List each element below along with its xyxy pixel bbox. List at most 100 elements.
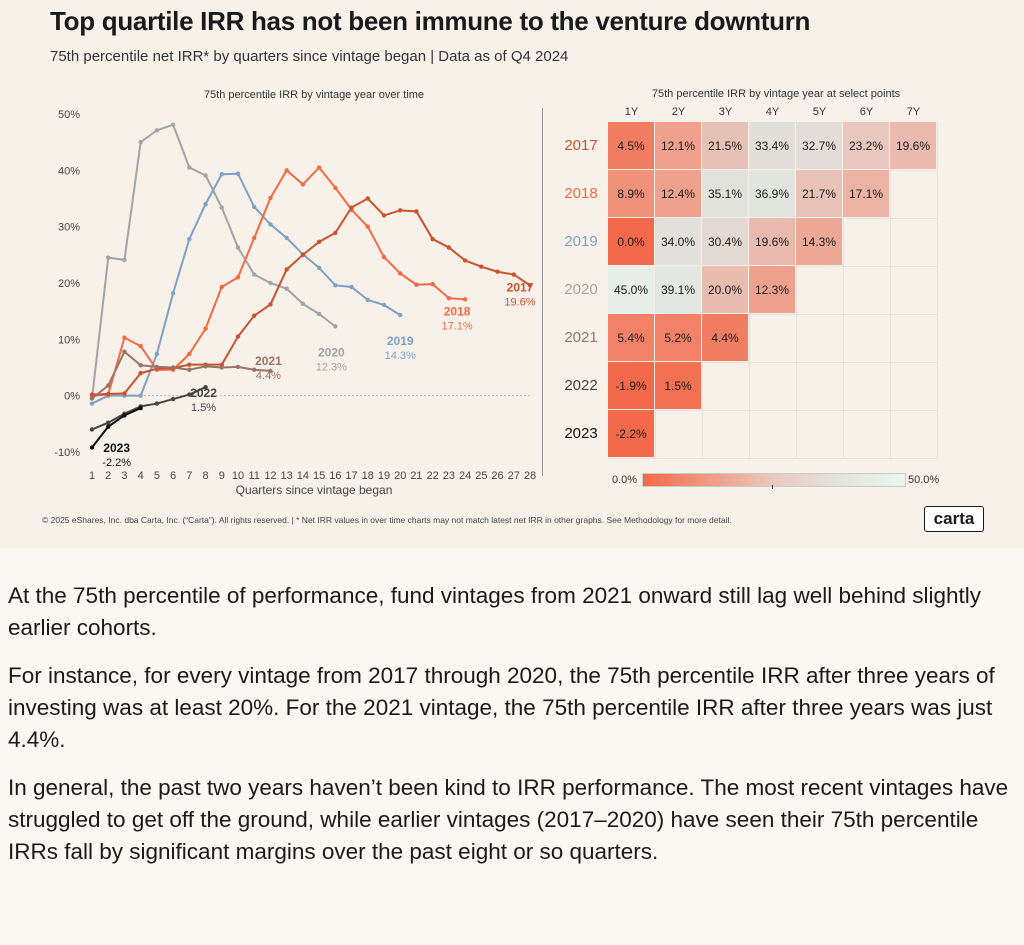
data-point-2018 [316, 165, 322, 170]
data-point-2018 [252, 235, 257, 241]
data-point-2020 [235, 245, 241, 250]
heatmap-column-header: 7Y [906, 106, 921, 118]
data-point-2019 [284, 235, 289, 241]
data-point-2022 [154, 401, 160, 406]
data-point-2021 [268, 368, 273, 374]
series-end-value-label: -2.2% [102, 457, 131, 469]
heatmap-cell: 21.5% [702, 122, 749, 170]
heatmap-cell: 5.4% [608, 314, 655, 362]
heatmap-column-header: 6Y [859, 106, 874, 118]
x-tick-label: 8 [202, 470, 208, 482]
x-tick-label: 2 [105, 470, 111, 482]
series-end-value-label: 4.4% [256, 370, 281, 382]
data-point-2021 [170, 365, 176, 370]
data-point-2023 [122, 413, 127, 418]
heatmap-cell: 12.1% [655, 122, 702, 170]
data-point-2021 [122, 349, 127, 354]
data-point-2018 [300, 182, 306, 187]
data-point-2019 [170, 290, 176, 296]
data-point-2018 [398, 271, 403, 276]
heatmap-cell: 45.0% [608, 266, 655, 314]
data-point-2018 [235, 275, 241, 280]
irr-line-chart: 75th percentile IRR by vintage year over… [54, 89, 536, 497]
data-point-2020 [252, 272, 257, 277]
data-point-2020 [284, 286, 289, 291]
series-name-label: 2022 [190, 386, 217, 400]
heatmap-column-header: 5Y [812, 106, 827, 118]
data-point-2017 [495, 269, 500, 274]
colorbar-min-label: 0.0% [612, 474, 638, 486]
heatmap-cell: 36.9% [749, 170, 796, 218]
x-tick-label: 26 [491, 470, 503, 482]
x-tick-label: 28 [524, 470, 536, 482]
data-point-2018 [219, 284, 224, 290]
carta-logo[interactable]: carta [924, 506, 984, 532]
data-point-2017 [527, 283, 533, 288]
data-point-2020 [154, 128, 160, 133]
heatmap-column-header: 4Y [765, 106, 780, 118]
x-tick-label: 16 [329, 470, 341, 482]
y-tick-label: 50% [58, 109, 80, 121]
data-point-2019 [138, 393, 143, 398]
data-point-2022 [187, 392, 192, 397]
data-point-2019 [349, 284, 354, 290]
y-tick-label: 40% [58, 165, 80, 177]
x-tick-label: 19 [378, 470, 390, 482]
series-line-2023 [91, 407, 142, 449]
figure-subtitle: 75th percentile net IRR* by quarters sin… [50, 48, 569, 65]
series-line-2021 [91, 350, 271, 400]
series-layer [89, 122, 533, 450]
data-point-2021 [138, 363, 143, 368]
series-end-value-label: 17.1% [442, 320, 473, 332]
data-point-2018 [203, 326, 208, 331]
heatmap-cell: 17.1% [843, 170, 890, 218]
heatmap-gridline [843, 122, 844, 458]
heatmap-row-label: 2022 [564, 377, 598, 394]
data-point-2020 [268, 280, 273, 286]
figure-panel: Top quartile IRR has not been immune to … [42, 6, 996, 532]
irr-heatmap: 75th percentile IRR by vintage year at s… [556, 80, 996, 500]
series-name-label: 2023 [103, 441, 130, 455]
data-point-2017 [381, 213, 387, 218]
paragraph: In general, the past two years haven’t b… [8, 775, 1009, 864]
heatmap-gridline [796, 122, 797, 458]
x-tick-label: 7 [186, 470, 192, 482]
data-point-2020 [333, 324, 338, 329]
data-point-2018 [381, 254, 387, 260]
y-tick-label: 0% [64, 391, 80, 403]
heatmap-cell: -1.9% [608, 362, 655, 410]
paragraph: At the 75th percentile of performance, f… [8, 583, 982, 640]
series-line-2020 [91, 123, 336, 399]
colorbar-max-label: 50.0% [908, 474, 940, 486]
x-tick-label: 18 [362, 470, 374, 482]
heatmap-row-label: 2017 [564, 137, 598, 154]
x-axis-label: Quarters since vintage began [236, 483, 393, 497]
x-tick-label: 13 [281, 470, 293, 482]
data-point-2017 [284, 267, 289, 272]
data-point-2022 [203, 385, 208, 390]
data-point-2018 [284, 168, 289, 173]
data-point-2020 [316, 311, 322, 317]
heatmap-row-label: 2018 [564, 185, 598, 202]
heatmap-gridline [608, 362, 937, 363]
data-point-2020 [203, 173, 208, 178]
paragraph: For instance, for every vintage from 201… [8, 663, 995, 752]
colorbar-tick [772, 485, 773, 489]
data-point-2021 [154, 364, 160, 370]
x-tick-label: 6 [170, 470, 176, 482]
series-name-label: 2018 [444, 304, 471, 318]
data-point-2023 [89, 445, 95, 450]
data-point-2023 [138, 405, 143, 411]
data-point-2022 [89, 427, 95, 432]
y-tick-label: 30% [58, 222, 80, 234]
data-point-2017 [349, 205, 354, 210]
heatmap-cell: 8.9% [608, 170, 655, 218]
data-point-2019 [333, 283, 338, 288]
data-point-2017 [187, 362, 192, 367]
series-end-value-label: 12.3% [316, 361, 347, 373]
heatmap-row-label: 2021 [564, 329, 598, 346]
x-tick-label: 12 [264, 470, 276, 482]
data-point-2017 [398, 208, 403, 213]
x-tick-label: 9 [219, 470, 225, 482]
data-point-2018 [333, 185, 338, 190]
